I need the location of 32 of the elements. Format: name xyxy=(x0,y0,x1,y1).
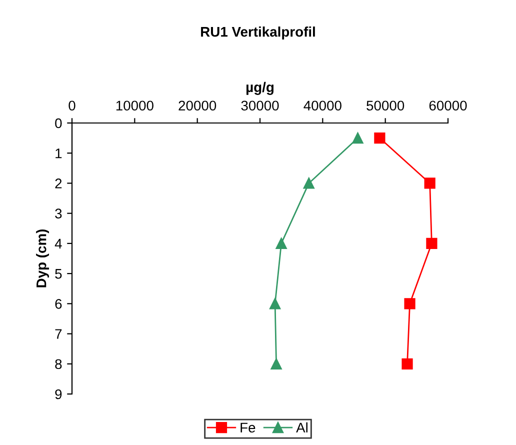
point xyxy=(426,238,438,249)
point xyxy=(270,358,282,370)
x-axis-title: µg/g xyxy=(246,82,274,95)
point xyxy=(374,132,386,144)
y-tick-label: 5 xyxy=(55,269,62,279)
y-tick-label: 4 xyxy=(54,238,62,248)
y-tick-label: 1 xyxy=(56,148,62,158)
y-tick-label: 2 xyxy=(55,178,62,188)
legend-label: Al xyxy=(296,422,308,432)
point xyxy=(424,178,436,189)
y-axis-title: Dyp (cm) xyxy=(36,229,49,288)
y-tick-label: 3 xyxy=(55,208,62,219)
x-tick-label: 50000 xyxy=(366,100,404,111)
point xyxy=(352,132,364,144)
y-tick-label: 6 xyxy=(55,299,62,309)
x-tick-label: 30000 xyxy=(241,100,279,111)
legend-label: Fe xyxy=(240,422,256,433)
x-tick-label: 0 xyxy=(68,100,76,111)
point xyxy=(404,298,416,310)
chart-title: RU1 Vertikalprofil xyxy=(201,26,315,40)
point xyxy=(402,358,413,370)
y-tick-label: 8 xyxy=(55,359,62,370)
point xyxy=(303,178,314,189)
x-tick-label: 60000 xyxy=(429,100,467,111)
point xyxy=(276,238,287,249)
x-tick-label: 10000 xyxy=(116,100,154,111)
y-tick-label: 0 xyxy=(55,118,62,128)
point xyxy=(269,298,281,310)
x-tick-label: 20000 xyxy=(178,100,216,111)
y-tick-label: 9 xyxy=(55,389,62,400)
x-tick-label: 40000 xyxy=(304,100,342,111)
y-tick-label: 7 xyxy=(55,329,62,339)
